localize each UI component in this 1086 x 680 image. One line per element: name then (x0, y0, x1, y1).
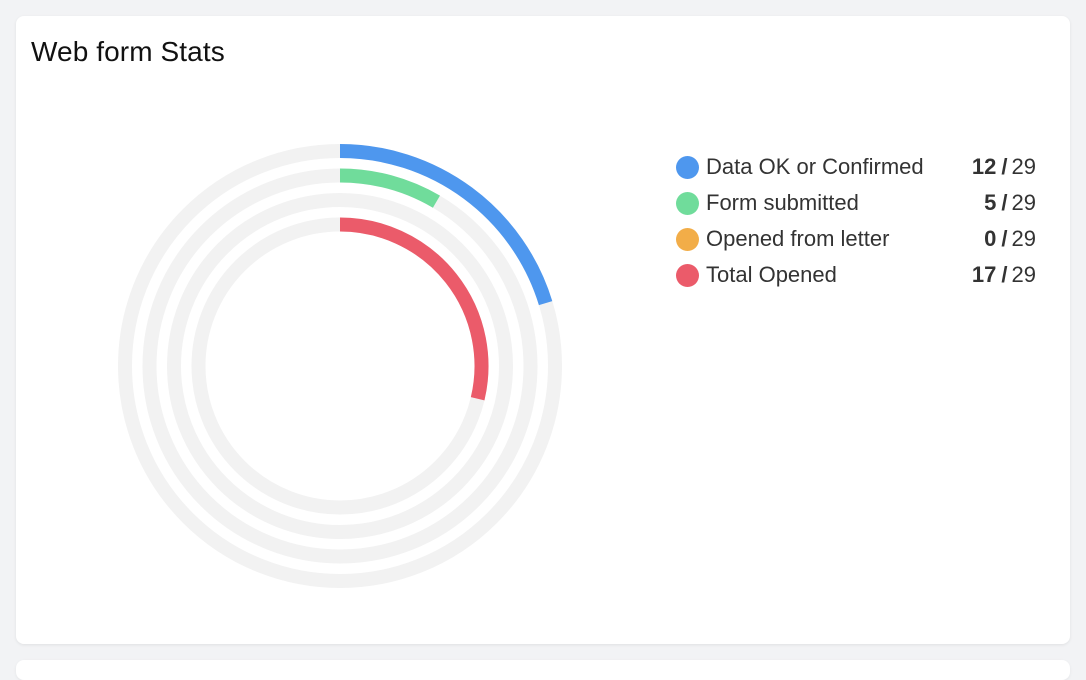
ring-arc-total-opened[interactable] (339, 217, 489, 401)
legend-dot-icon (676, 227, 699, 251)
radial-bar-chart (118, 144, 562, 588)
legend-value-count: 5 (984, 190, 997, 215)
legend-value-separator: / (1001, 154, 1008, 179)
ring-arc-data-ok-or-confirmed[interactable] (339, 144, 553, 306)
legend-item-opened-from-letter[interactable]: Opened from letter 0/29 (676, 221, 1036, 257)
legend-value: 5/29 (984, 190, 1036, 216)
legend-value-total: 29 (1011, 226, 1036, 251)
legend-item-data-ok-or-confirmed[interactable]: Data OK or Confirmed 12/29 (676, 149, 1036, 185)
ring-arc-form-submitted[interactable] (339, 168, 440, 208)
legend-item-form-submitted[interactable]: Form submitted 5/29 (676, 185, 1036, 221)
chart-legend: Data OK or Confirmed 12/29 Form submitted 5… (676, 149, 1036, 293)
card-title: Web form Stats (31, 36, 225, 67)
legend-dot-icon (676, 263, 699, 287)
legend-value: 17/29 (972, 262, 1036, 288)
legend-value-count: 17 (971, 262, 997, 287)
legend-value-count: 0 (984, 226, 997, 251)
legend-label: Form submitted (706, 190, 859, 215)
legend-value-count: 12 (971, 154, 997, 179)
legend-dot-icon (676, 191, 699, 215)
legend-value-total: 29 (1011, 190, 1036, 215)
legend-value: 0/29 (984, 226, 1036, 252)
legend-label: Total Opened (706, 262, 837, 287)
legend-value-separator: / (1001, 190, 1008, 215)
legend-item-total-opened[interactable]: Total Opened 17/29 (676, 257, 1036, 293)
legend-label: Opened from letter (706, 226, 890, 251)
next-card-edge (16, 660, 1070, 680)
legend-value-separator: / (1001, 262, 1008, 287)
legend-label: Data OK or Confirmed (706, 154, 924, 179)
legend-value-separator: / (1001, 226, 1008, 251)
legend-dot-icon (676, 155, 699, 179)
legend-value-total: 29 (1011, 262, 1036, 287)
ring-track-opened-from-letter (167, 193, 513, 539)
legend-value: 12/29 (972, 154, 1036, 180)
ring-track-form-submitted (142, 168, 538, 564)
chart-arcs (339, 144, 553, 401)
legend-value-total: 29 (1011, 154, 1036, 179)
web-form-stats-card: Web form Stats Data OK or Confirmed 12/29… (16, 16, 1070, 644)
